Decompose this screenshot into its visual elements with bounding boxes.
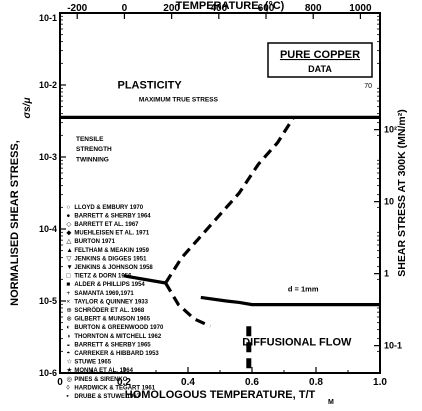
legend-glyph: ☆ <box>66 359 72 366</box>
legend-glyph: ◑ <box>66 333 70 340</box>
top-tick-label: 1000 <box>349 3 372 14</box>
legend-entry: JENKINS & DIGGES 1951 <box>74 256 147 262</box>
top-tick-label: -200 <box>67 3 87 14</box>
legend-entry: TAYLOR & QUINNEY 1933 <box>74 299 148 305</box>
legend-glyph: ▼ <box>66 264 72 271</box>
legend-entry: STUWE 1965 <box>74 360 111 366</box>
right-tick-label: 10-1 <box>384 341 402 351</box>
legend-entry: THORNTON & MITCHELL 1962 <box>74 334 161 340</box>
x-tick-label: 0 <box>57 377 63 388</box>
legend-glyph: ⊗ <box>66 316 71 323</box>
legend-entry: DRUBE & STUWE 1967 <box>74 394 140 400</box>
legend-glyph: ◒ <box>66 341 70 348</box>
legend-entry: SAMANTA 1969,1971 <box>74 291 134 297</box>
top-tick-label: 400 <box>210 3 227 14</box>
boundary-branch_lower <box>164 282 212 328</box>
right-tick-label: 10 <box>384 197 394 207</box>
corner-number: 70 <box>364 83 372 90</box>
right-tick-label: 1 <box>384 269 389 279</box>
x-tick-label: 1.0 <box>373 377 387 388</box>
legend-glyph: ◎ <box>66 376 72 383</box>
top-tick-label: 200 <box>163 3 180 14</box>
legend-glyph: ◐ <box>66 324 70 331</box>
y-tick-label: 10-5 <box>39 296 57 306</box>
y-tick-label: 10-3 <box>39 152 57 162</box>
label-strength: STRENGTH <box>76 146 112 153</box>
boundary-branch_upper <box>164 116 295 284</box>
legend-entry: BURTON & GREENWOOD 1970 <box>74 325 164 331</box>
legend-entry: CARREKER & HIBBARD 1953 <box>74 351 159 357</box>
title-box <box>267 42 373 78</box>
legend-glyph: ● <box>66 212 70 219</box>
top-axis-title: TEMPERATURE, (°C) <box>176 0 285 12</box>
top-tick-label: 600 <box>258 3 275 14</box>
legend-glyph: ◓ <box>66 350 70 357</box>
legend-glyph: □ <box>66 273 70 280</box>
legend-entry: PINES & SIRENKO <box>74 377 127 383</box>
chart-subtitle: DATA <box>308 64 332 74</box>
x-tick-label: 0.6 <box>245 377 259 388</box>
legend-entry: FELTHAM & MEAKIN 1959 <box>74 248 149 254</box>
legend-glyph: ◇ <box>66 221 71 228</box>
bottom-axis-title: HOMOLOGOUS TEMPERATURE, T/T <box>125 389 316 401</box>
legend-entry: MONMA ET AL. 1964 <box>74 368 133 374</box>
boundary-power_law_lower <box>123 274 166 285</box>
right-axis-title: SHEAR STRESS AT 300K (MN/m²) <box>396 109 408 276</box>
legend-glyph: ■ <box>66 281 70 288</box>
label-grain-size: d = 1mm <box>288 285 319 294</box>
label-tensile: TENSILE <box>76 136 104 143</box>
legend-entry: TIETZ & DORN 1956 <box>74 274 132 280</box>
label-twinning: TWINNING <box>76 156 109 163</box>
legend-glyph: ○ <box>66 204 70 211</box>
top-tick-label: 0 <box>122 3 128 14</box>
legend-entry: BARRETT & SHERBY 1964 <box>74 213 151 219</box>
left-axis-symbol: σs/μ <box>22 97 33 118</box>
top-tick-label: 800 <box>305 3 322 14</box>
y-tick-label: 10-2 <box>39 80 57 90</box>
x-tick-label: 0.8 <box>309 377 323 388</box>
boundary-diffusional_flow <box>200 295 380 307</box>
chart-title: PURE COPPER <box>280 49 360 61</box>
legend-entry: MUEHLEISEN ET AL. 1971 <box>74 231 149 237</box>
legend-entry: BARRETT ET AL. 1967 <box>74 222 139 228</box>
legend-glyph: ▲ <box>66 247 72 254</box>
legend-glyph: × <box>66 298 70 305</box>
legend-glyph: ◊ <box>66 384 70 391</box>
y-tick-label-top: 10-1 <box>39 13 57 23</box>
legend-entry: JENKINS & JOHNSON 1958 <box>74 265 153 271</box>
legend-entry: SCHRÖDER ET AL. 1968 <box>74 307 144 314</box>
legend-entry: BURTON 1971 <box>74 239 115 245</box>
legend-glyph: △ <box>66 238 71 245</box>
y-tick-label: 10-6 <box>39 368 57 378</box>
label-max-true-stress: MAXIMUM TRUE STRESS <box>139 97 219 104</box>
left-axis-title: NORMALISED SHEAR STRESS, <box>9 140 21 306</box>
legend-entry: BARRETT & SHERBY 1965 <box>74 342 151 348</box>
label-plasticity: PLASTICITY <box>118 80 183 92</box>
legend-entry: ALDER & PHILLIPS 1954 <box>74 282 145 288</box>
legend-glyph: ◆ <box>66 230 71 237</box>
legend-glyph: ⊕ <box>66 307 71 314</box>
legend-glyph: ★ <box>66 367 72 374</box>
right-tick-label: 10² <box>384 125 397 135</box>
y-tick-label: 10-4 <box>39 224 57 234</box>
label-diffusional-flow: DIFFUSIONAL FLOW <box>242 337 352 349</box>
legend-glyph: ▪ <box>66 393 68 400</box>
legend-entry: LLOYD & EMBURY 1970 <box>74 205 143 211</box>
legend-entry: HARDWICK & TEGART 1961 <box>74 385 155 391</box>
x-tick-label: 0.4 <box>181 377 195 388</box>
legend-glyph: ▽ <box>66 255 71 262</box>
legend-glyph: + <box>66 290 70 297</box>
x-tick-label: 0.2 <box>117 377 131 388</box>
bottom-axis-title-sub: M <box>328 399 334 406</box>
legend-entry: GILBERT & MUNSON 1965 <box>74 317 150 323</box>
